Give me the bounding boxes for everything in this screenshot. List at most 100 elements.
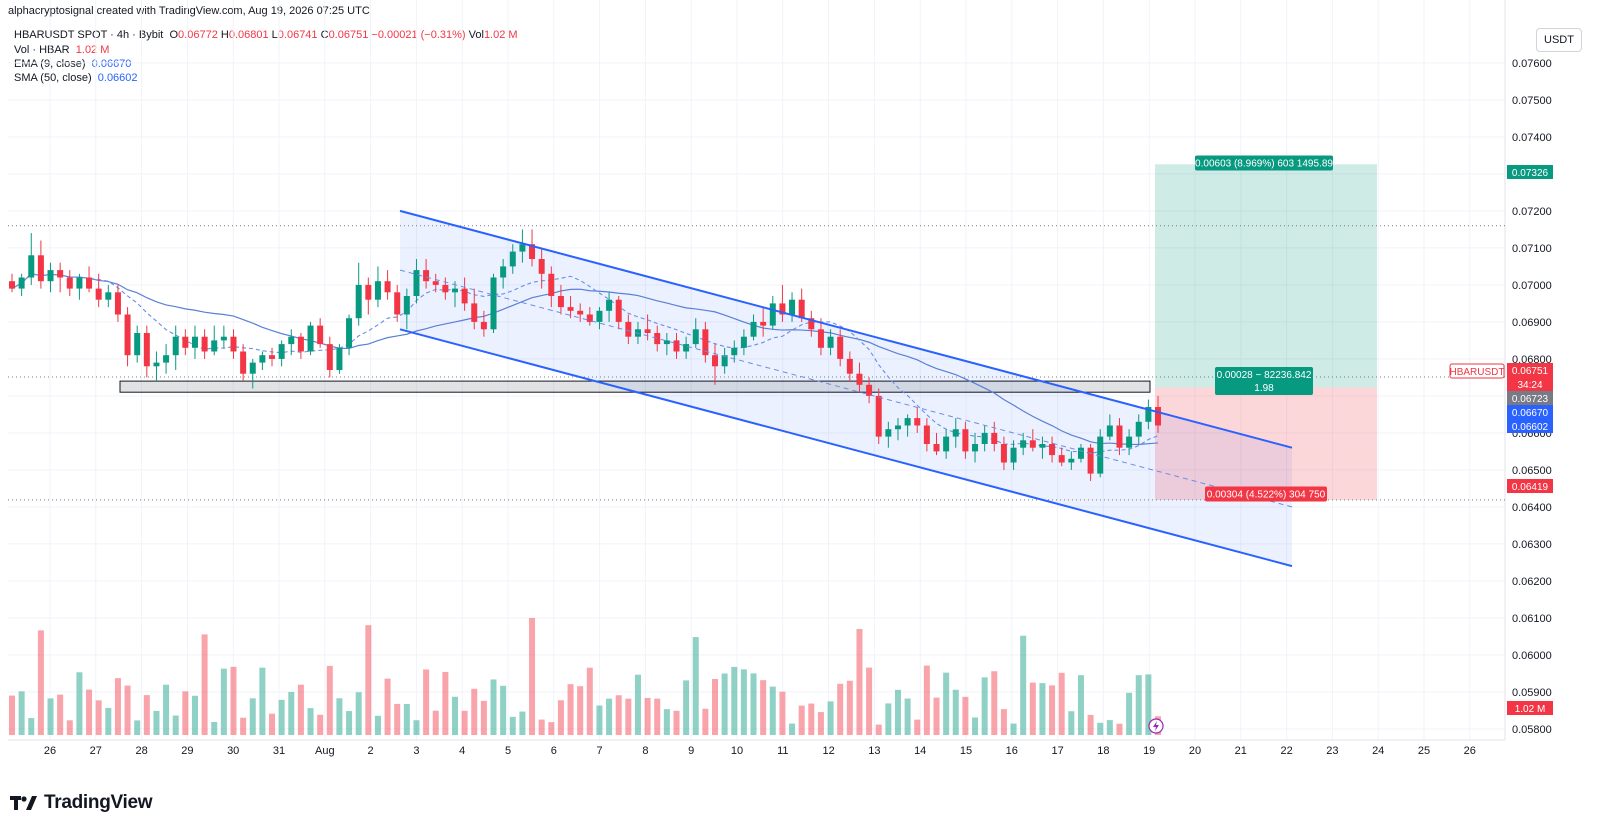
candle-body[interactable]: [952, 429, 959, 437]
candle-body[interactable]: [182, 336, 189, 348]
candle-body[interactable]: [153, 362, 160, 367]
candle-body[interactable]: [923, 425, 930, 445]
candle-body[interactable]: [355, 284, 362, 319]
candle-body[interactable]: [1135, 421, 1142, 437]
candle-body[interactable]: [76, 277, 83, 289]
legend-sma[interactable]: SMA (50, close) 0.06602: [14, 71, 138, 85]
candle-body[interactable]: [249, 362, 256, 374]
candle-body[interactable]: [644, 329, 651, 333]
candle-body[interactable]: [740, 336, 747, 348]
candle-body[interactable]: [1126, 436, 1133, 448]
candle-body[interactable]: [866, 384, 873, 396]
candle-body[interactable]: [201, 336, 208, 352]
candle-body[interactable]: [172, 336, 179, 356]
candle-body[interactable]: [1116, 425, 1123, 448]
candle-body[interactable]: [1106, 425, 1113, 437]
candle-body[interactable]: [557, 296, 564, 308]
candle-body[interactable]: [1097, 436, 1104, 474]
candle-body[interactable]: [721, 355, 728, 367]
candle-body[interactable]: [384, 281, 391, 293]
legend-symbol[interactable]: HBARUSDT SPOT · 4h · Bybit: [14, 29, 164, 41]
channel-lower-line[interactable]: [399, 328, 1293, 568]
candle-body[interactable]: [480, 321, 487, 330]
candle-body[interactable]: [278, 344, 285, 359]
candle-body[interactable]: [500, 266, 507, 278]
candle-body[interactable]: [519, 244, 526, 252]
candle-body[interactable]: [451, 288, 458, 293]
candle-body[interactable]: [317, 325, 324, 345]
candle-body[interactable]: [933, 444, 940, 452]
candle-body[interactable]: [259, 355, 266, 363]
candle-body[interactable]: [1020, 440, 1027, 448]
candle-body[interactable]: [538, 259, 545, 274]
candle-body[interactable]: [914, 418, 921, 426]
candle-body[interactable]: [1077, 447, 1084, 459]
candle-body[interactable]: [143, 333, 150, 367]
candle-body[interactable]: [702, 329, 709, 356]
candle-body[interactable]: [654, 333, 661, 345]
candle-body[interactable]: [779, 303, 786, 315]
candle-body[interactable]: [163, 355, 170, 363]
candle-body[interactable]: [548, 273, 555, 296]
legend-volume[interactable]: Vol · HBAR 1.02 M: [14, 43, 109, 57]
candle-body[interactable]: [567, 307, 574, 311]
candle-body[interactable]: [712, 355, 719, 367]
candle-body[interactable]: [663, 340, 670, 345]
candle-body[interactable]: [66, 277, 73, 289]
candle-body[interactable]: [606, 299, 613, 311]
candle-body[interactable]: [374, 281, 381, 300]
candle-body[interactable]: [1039, 444, 1046, 448]
candle-body[interactable]: [471, 303, 478, 322]
candle-body[interactable]: [47, 270, 54, 282]
candle-body[interactable]: [1058, 455, 1065, 463]
candle-body[interactable]: [1029, 440, 1036, 448]
candle-body[interactable]: [673, 340, 680, 352]
candle-body[interactable]: [114, 292, 121, 315]
candle-body[interactable]: [1145, 407, 1152, 422]
candle-body[interactable]: [875, 395, 882, 437]
candle-body[interactable]: [9, 281, 15, 289]
candle-body[interactable]: [798, 299, 805, 319]
candle-body[interactable]: [28, 255, 35, 278]
candle-body[interactable]: [625, 321, 632, 337]
candle-body[interactable]: [991, 432, 998, 444]
candle-body[interactable]: [577, 310, 584, 315]
channel-upper-line[interactable]: [399, 209, 1293, 449]
candle-body[interactable]: [461, 288, 468, 304]
candle-body[interactable]: [394, 292, 401, 315]
candle-body[interactable]: [692, 329, 699, 345]
currency-button[interactable]: USDT: [1536, 28, 1582, 52]
candle-body[interactable]: [1068, 458, 1075, 463]
candle-body[interactable]: [856, 373, 863, 385]
candle-body[interactable]: [423, 270, 430, 282]
candle-body[interactable]: [442, 284, 449, 293]
candle-body[interactable]: [1049, 444, 1056, 456]
candle-body[interactable]: [615, 299, 622, 322]
candle-body[interactable]: [269, 355, 276, 359]
candle-body[interactable]: [230, 336, 237, 352]
candle-body[interactable]: [18, 277, 25, 289]
sma-line[interactable]: [11, 273, 1159, 446]
candle-body[interactable]: [1000, 444, 1007, 463]
candle-body[interactable]: [943, 436, 950, 452]
candle-body[interactable]: [750, 321, 757, 337]
candle-body[interactable]: [37, 255, 44, 282]
candle-body[interactable]: [191, 336, 198, 348]
candle-body[interactable]: [509, 251, 516, 267]
candle-body[interactable]: [885, 429, 892, 437]
candle-body[interactable]: [365, 284, 372, 300]
candle-body[interactable]: [297, 336, 304, 352]
candle-body[interactable]: [326, 344, 333, 370]
candle-body[interactable]: [846, 358, 853, 374]
candle-body[interactable]: [789, 299, 796, 315]
candle-body[interactable]: [586, 314, 593, 322]
profit-zone[interactable]: [1155, 164, 1377, 388]
candle-body[interactable]: [1010, 447, 1017, 463]
candle-body[interactable]: [769, 303, 776, 326]
candle-body[interactable]: [808, 318, 815, 330]
support-zone[interactable]: [119, 380, 1151, 393]
candle-body[interactable]: [403, 296, 410, 315]
candle-body[interactable]: [731, 347, 738, 356]
candle-body[interactable]: [972, 444, 979, 452]
